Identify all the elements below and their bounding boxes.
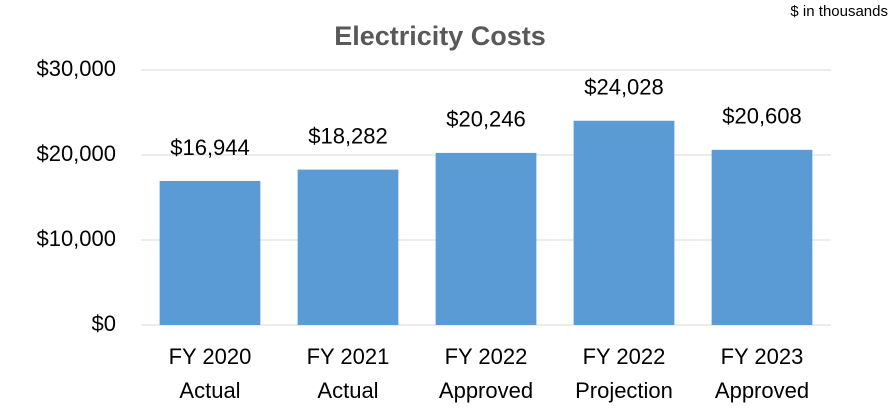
x-tick-label: Approved [439,378,533,403]
x-tick-label: Approved [715,378,809,403]
bar [159,180,261,325]
x-tick-label: Actual [317,378,378,403]
bar [573,120,675,326]
bar [711,149,813,325]
data-label: $20,246 [446,107,526,132]
y-tick-label: $20,000 [36,141,116,166]
x-tick-label: FY 2020 [169,344,252,369]
x-tick-label: FY 2022 [445,344,528,369]
data-label: $18,282 [308,123,388,148]
x-tick-label: FY 2023 [721,344,804,369]
bar [435,152,537,325]
x-tick-label: FY 2021 [307,344,390,369]
x-tick-label: Actual [179,378,240,403]
x-tick-label: Projection [575,378,673,403]
y-tick-label: $30,000 [36,56,116,81]
bar [297,169,399,325]
data-label: $20,608 [722,104,802,129]
data-label: $16,944 [170,135,250,160]
y-tick-label: $0 [92,311,116,336]
y-tick-label: $10,000 [36,226,116,251]
x-tick-label: FY 2022 [583,344,666,369]
data-label: $24,028 [584,75,664,100]
annotation: $ in thousands [790,3,888,20]
chart-title: Electricity Costs [334,21,546,51]
